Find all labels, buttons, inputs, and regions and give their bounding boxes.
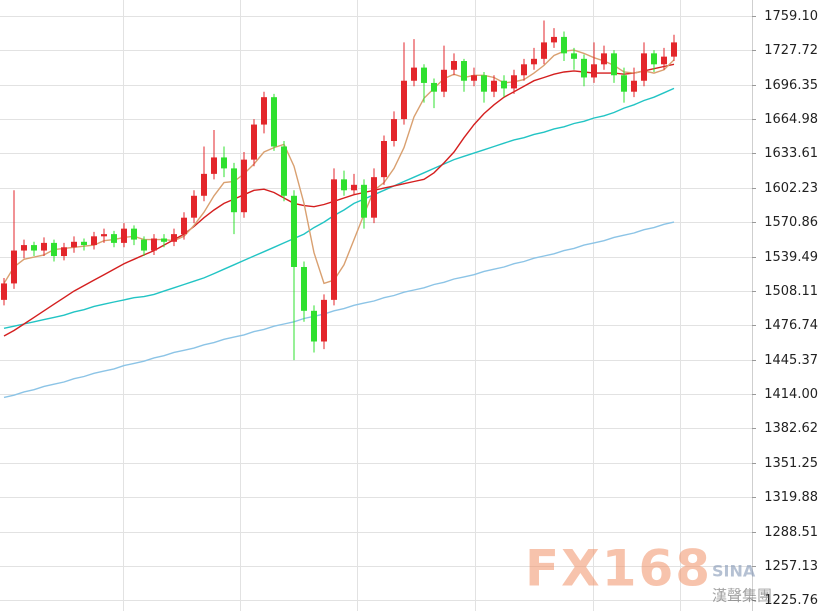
candle-body — [531, 58, 537, 65]
y-tick-label: 1727.72 — [764, 43, 818, 58]
candle-body — [551, 36, 557, 43]
candle-body — [111, 234, 117, 243]
y-tick-label: 1351.25 — [764, 456, 818, 471]
y-tick-label: 1539.49 — [764, 250, 818, 265]
candle-body — [181, 217, 187, 235]
candle-body — [641, 53, 647, 81]
candle-body — [261, 97, 267, 125]
y-axis: 1759.10 1727.72 1696.35 1664.98 1633.61 1602.… — [0, 9, 818, 608]
candle-body — [121, 228, 127, 243]
candle-body — [391, 119, 397, 141]
candle-body — [511, 75, 517, 89]
candle-body — [661, 56, 667, 65]
candle-body — [481, 75, 487, 92]
candle-body — [41, 242, 47, 251]
y-tick-label: 1570.86 — [764, 215, 818, 230]
candle-body — [491, 80, 497, 92]
candle-body — [201, 173, 207, 196]
watermark-logo: FX168 — [525, 540, 712, 598]
candle-body — [621, 75, 627, 92]
candle-body — [421, 67, 427, 83]
candle-body — [161, 238, 167, 242]
candle-body — [651, 53, 657, 65]
y-tick-label: 1288.51 — [764, 525, 818, 540]
candle-body — [501, 80, 507, 89]
moving-average-line — [3, 63, 675, 337]
candle-body — [1, 283, 7, 300]
y-tick-label: 1257.13 — [764, 559, 818, 574]
moving-average-line — [3, 87, 675, 329]
y-tick-label: 1319.88 — [764, 490, 818, 505]
candle-body — [561, 36, 567, 54]
candle-body — [581, 58, 587, 78]
candle-body — [91, 236, 97, 246]
candle-body — [341, 179, 347, 191]
y-tick-label: 1445.37 — [764, 353, 818, 368]
candle-body — [281, 146, 287, 196]
candle-body — [611, 53, 617, 76]
y-tick-label: 1382.62 — [764, 421, 818, 436]
y-tick-label: 1696.35 — [764, 78, 818, 93]
candle-body — [81, 241, 87, 246]
moving-averages — [3, 49, 675, 399]
candle-body — [211, 157, 217, 174]
candle-body — [451, 61, 457, 70]
candle-body — [301, 266, 307, 311]
candle-body — [141, 239, 147, 251]
candle-body — [31, 245, 37, 251]
candle-body — [271, 97, 277, 147]
candle-body — [251, 124, 257, 160]
candle-body — [11, 250, 17, 284]
candle-body — [321, 299, 327, 342]
y-tick-label: 1602.23 — [764, 181, 818, 196]
candle-body — [51, 242, 57, 257]
candle-body — [631, 80, 637, 92]
candle-body — [461, 61, 467, 81]
candle-body — [371, 177, 377, 218]
candle-body — [591, 64, 597, 78]
candle-body — [521, 64, 527, 76]
candle-body — [601, 53, 607, 65]
moving-average-line — [3, 221, 675, 399]
candle-body — [381, 141, 387, 178]
candle-body — [191, 195, 197, 218]
candle-body — [411, 67, 417, 81]
candle-body — [331, 179, 337, 300]
candle-body — [21, 245, 27, 251]
y-tick-label: 1414.00 — [764, 387, 818, 402]
y-tick-label: 1759.10 — [764, 9, 818, 24]
candle-body — [311, 310, 317, 342]
candle-body — [441, 69, 447, 92]
candle-body — [401, 80, 407, 120]
y-tick-label: 1508.11 — [764, 284, 818, 299]
candle-body — [61, 247, 67, 257]
candle-body — [231, 168, 237, 213]
watermark-site: SINA — [712, 562, 756, 581]
candle-body — [171, 234, 177, 242]
candle-body — [101, 234, 107, 237]
candle-body — [291, 195, 297, 267]
watermark: FX168 SINA 漢聲集團 — [525, 540, 772, 605]
candle-body — [151, 238, 157, 251]
y-tick-label: 1664.98 — [764, 112, 818, 127]
candle-body — [541, 42, 547, 59]
candle-body — [671, 42, 677, 57]
candle-body — [471, 75, 477, 81]
candle-body — [361, 184, 367, 218]
candle-body — [131, 228, 137, 240]
candle-body — [71, 241, 77, 248]
candle-body — [571, 53, 577, 59]
watermark-company: 漢聲集團 — [712, 587, 772, 605]
y-tick-label: 1476.74 — [764, 318, 818, 333]
vertical-grid — [123, 0, 753, 611]
candle-body — [241, 159, 247, 213]
candle-body — [431, 82, 437, 92]
y-tick-label: 1633.61 — [764, 146, 818, 161]
candle-body — [221, 157, 227, 169]
candle-body — [351, 184, 357, 191]
y-tick-label: 1225.76 — [764, 593, 818, 608]
candles — [1, 20, 677, 361]
